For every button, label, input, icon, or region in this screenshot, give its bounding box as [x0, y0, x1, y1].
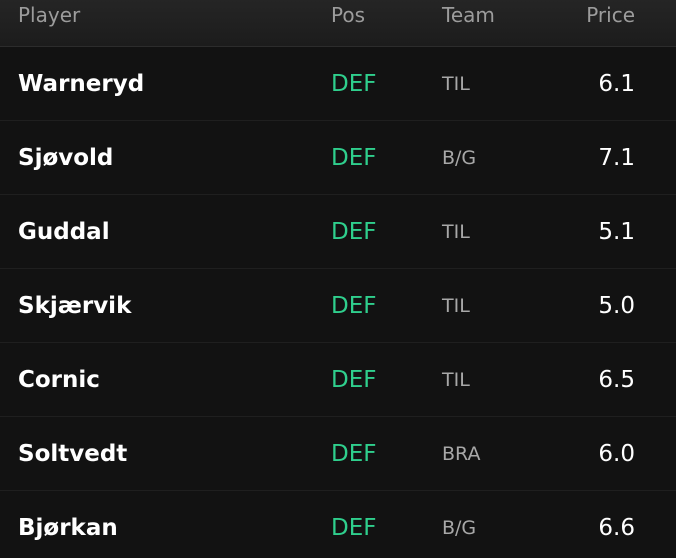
team: TIL	[442, 220, 470, 243]
player-name: Sjøvold	[18, 144, 114, 171]
price: 7.1	[598, 144, 635, 171]
table-row: Guddal DEF TIL 5.1	[0, 195, 676, 269]
team: BRA	[442, 442, 481, 465]
player-name: Skjærvik	[18, 292, 132, 319]
table-row: Soltvedt DEF BRA 6.0	[0, 417, 676, 491]
table-row: Skjærvik DEF TIL 5.0	[0, 269, 676, 343]
price: 6.0	[598, 440, 635, 467]
position: DEF	[331, 144, 377, 171]
team: B/G	[442, 516, 477, 539]
player-name: Bjørkan	[18, 514, 118, 541]
table-row: Bjørkan DEF B/G 6.6	[0, 491, 676, 558]
position: DEF	[331, 218, 377, 245]
position: DEF	[331, 440, 377, 467]
player-name: Warneryd	[18, 70, 145, 97]
table-row: Sjøvold DEF B/G 7.1	[0, 121, 676, 195]
team: B/G	[442, 146, 477, 169]
price: 6.6	[598, 514, 635, 541]
position: DEF	[331, 366, 377, 393]
player-name: Soltvedt	[18, 440, 128, 467]
team: TIL	[442, 294, 470, 317]
table-header: Player Pos Team Price	[0, 0, 676, 47]
position: DEF	[331, 292, 377, 319]
price: 6.1	[598, 70, 635, 97]
column-header: Player	[18, 3, 81, 27]
price: 6.5	[598, 366, 635, 393]
table-row: Cornic DEF TIL 6.5	[0, 343, 676, 417]
position: DEF	[331, 514, 377, 541]
team: TIL	[442, 72, 470, 95]
column-header: Pos	[331, 3, 366, 27]
position: DEF	[331, 70, 377, 97]
price: 5.1	[598, 218, 635, 245]
player-name: Guddal	[18, 218, 110, 245]
team: TIL	[442, 368, 470, 391]
column-header: Team	[442, 3, 495, 27]
player-name: Cornic	[18, 366, 100, 393]
column-header: Price	[586, 3, 635, 27]
price: 5.0	[598, 292, 635, 319]
table-row: Warneryd DEF TIL 6.1	[0, 47, 676, 121]
